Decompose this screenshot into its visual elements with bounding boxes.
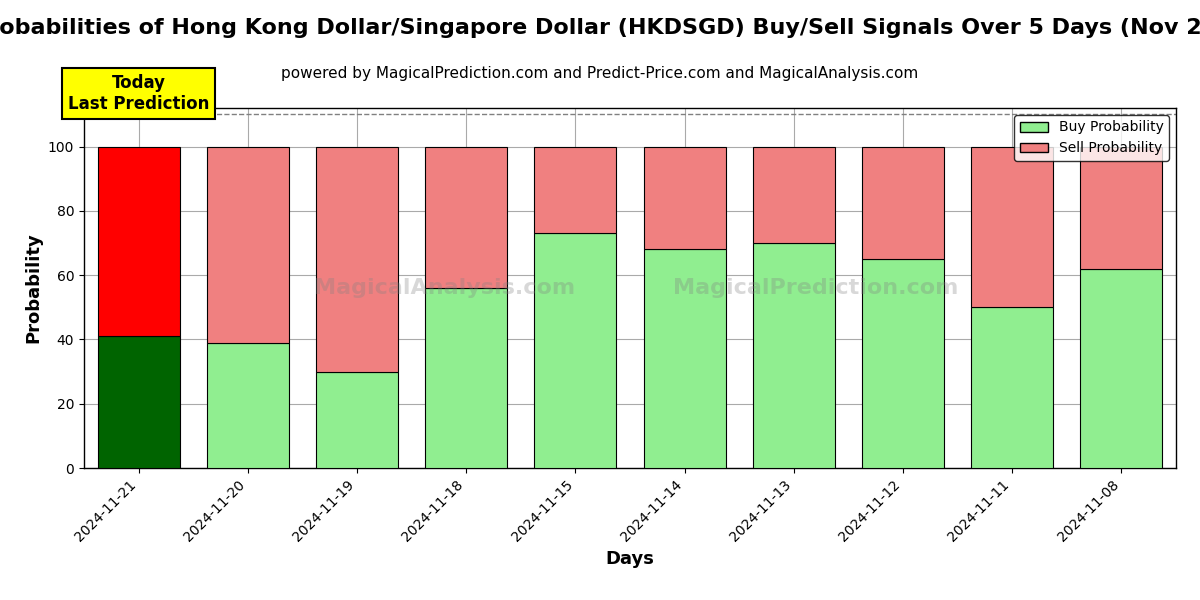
Bar [643,146,726,250]
Bar [97,336,180,468]
Bar [206,146,289,343]
Bar [1080,146,1163,269]
Bar [425,288,508,468]
Bar [534,146,617,233]
Text: Probabilities of Hong Kong Dollar/Singapore Dollar (HKDSGD) Buy/Sell Signals Ove: Probabilities of Hong Kong Dollar/Singap… [0,18,1200,38]
Bar [425,146,508,288]
Bar [97,146,180,336]
X-axis label: Days: Days [606,550,654,568]
Bar [316,371,398,468]
Bar [862,259,944,468]
Text: MagicalAnalysis.com: MagicalAnalysis.com [313,278,575,298]
Legend: Buy Probability, Sell Probability: Buy Probability, Sell Probability [1014,115,1169,161]
Text: MagicalPrediction.com: MagicalPrediction.com [673,278,959,298]
Bar [752,243,835,468]
Bar [643,250,726,468]
Bar [971,146,1054,307]
Bar [1080,269,1163,468]
Bar [862,146,944,259]
Text: Today
Last Prediction: Today Last Prediction [68,74,209,113]
Text: powered by MagicalPrediction.com and Predict-Price.com and MagicalAnalysis.com: powered by MagicalPrediction.com and Pre… [281,66,919,81]
Bar [534,233,617,468]
Bar [206,343,289,468]
Bar [752,146,835,243]
Y-axis label: Probability: Probability [24,233,42,343]
Bar [316,146,398,371]
Bar [971,307,1054,468]
